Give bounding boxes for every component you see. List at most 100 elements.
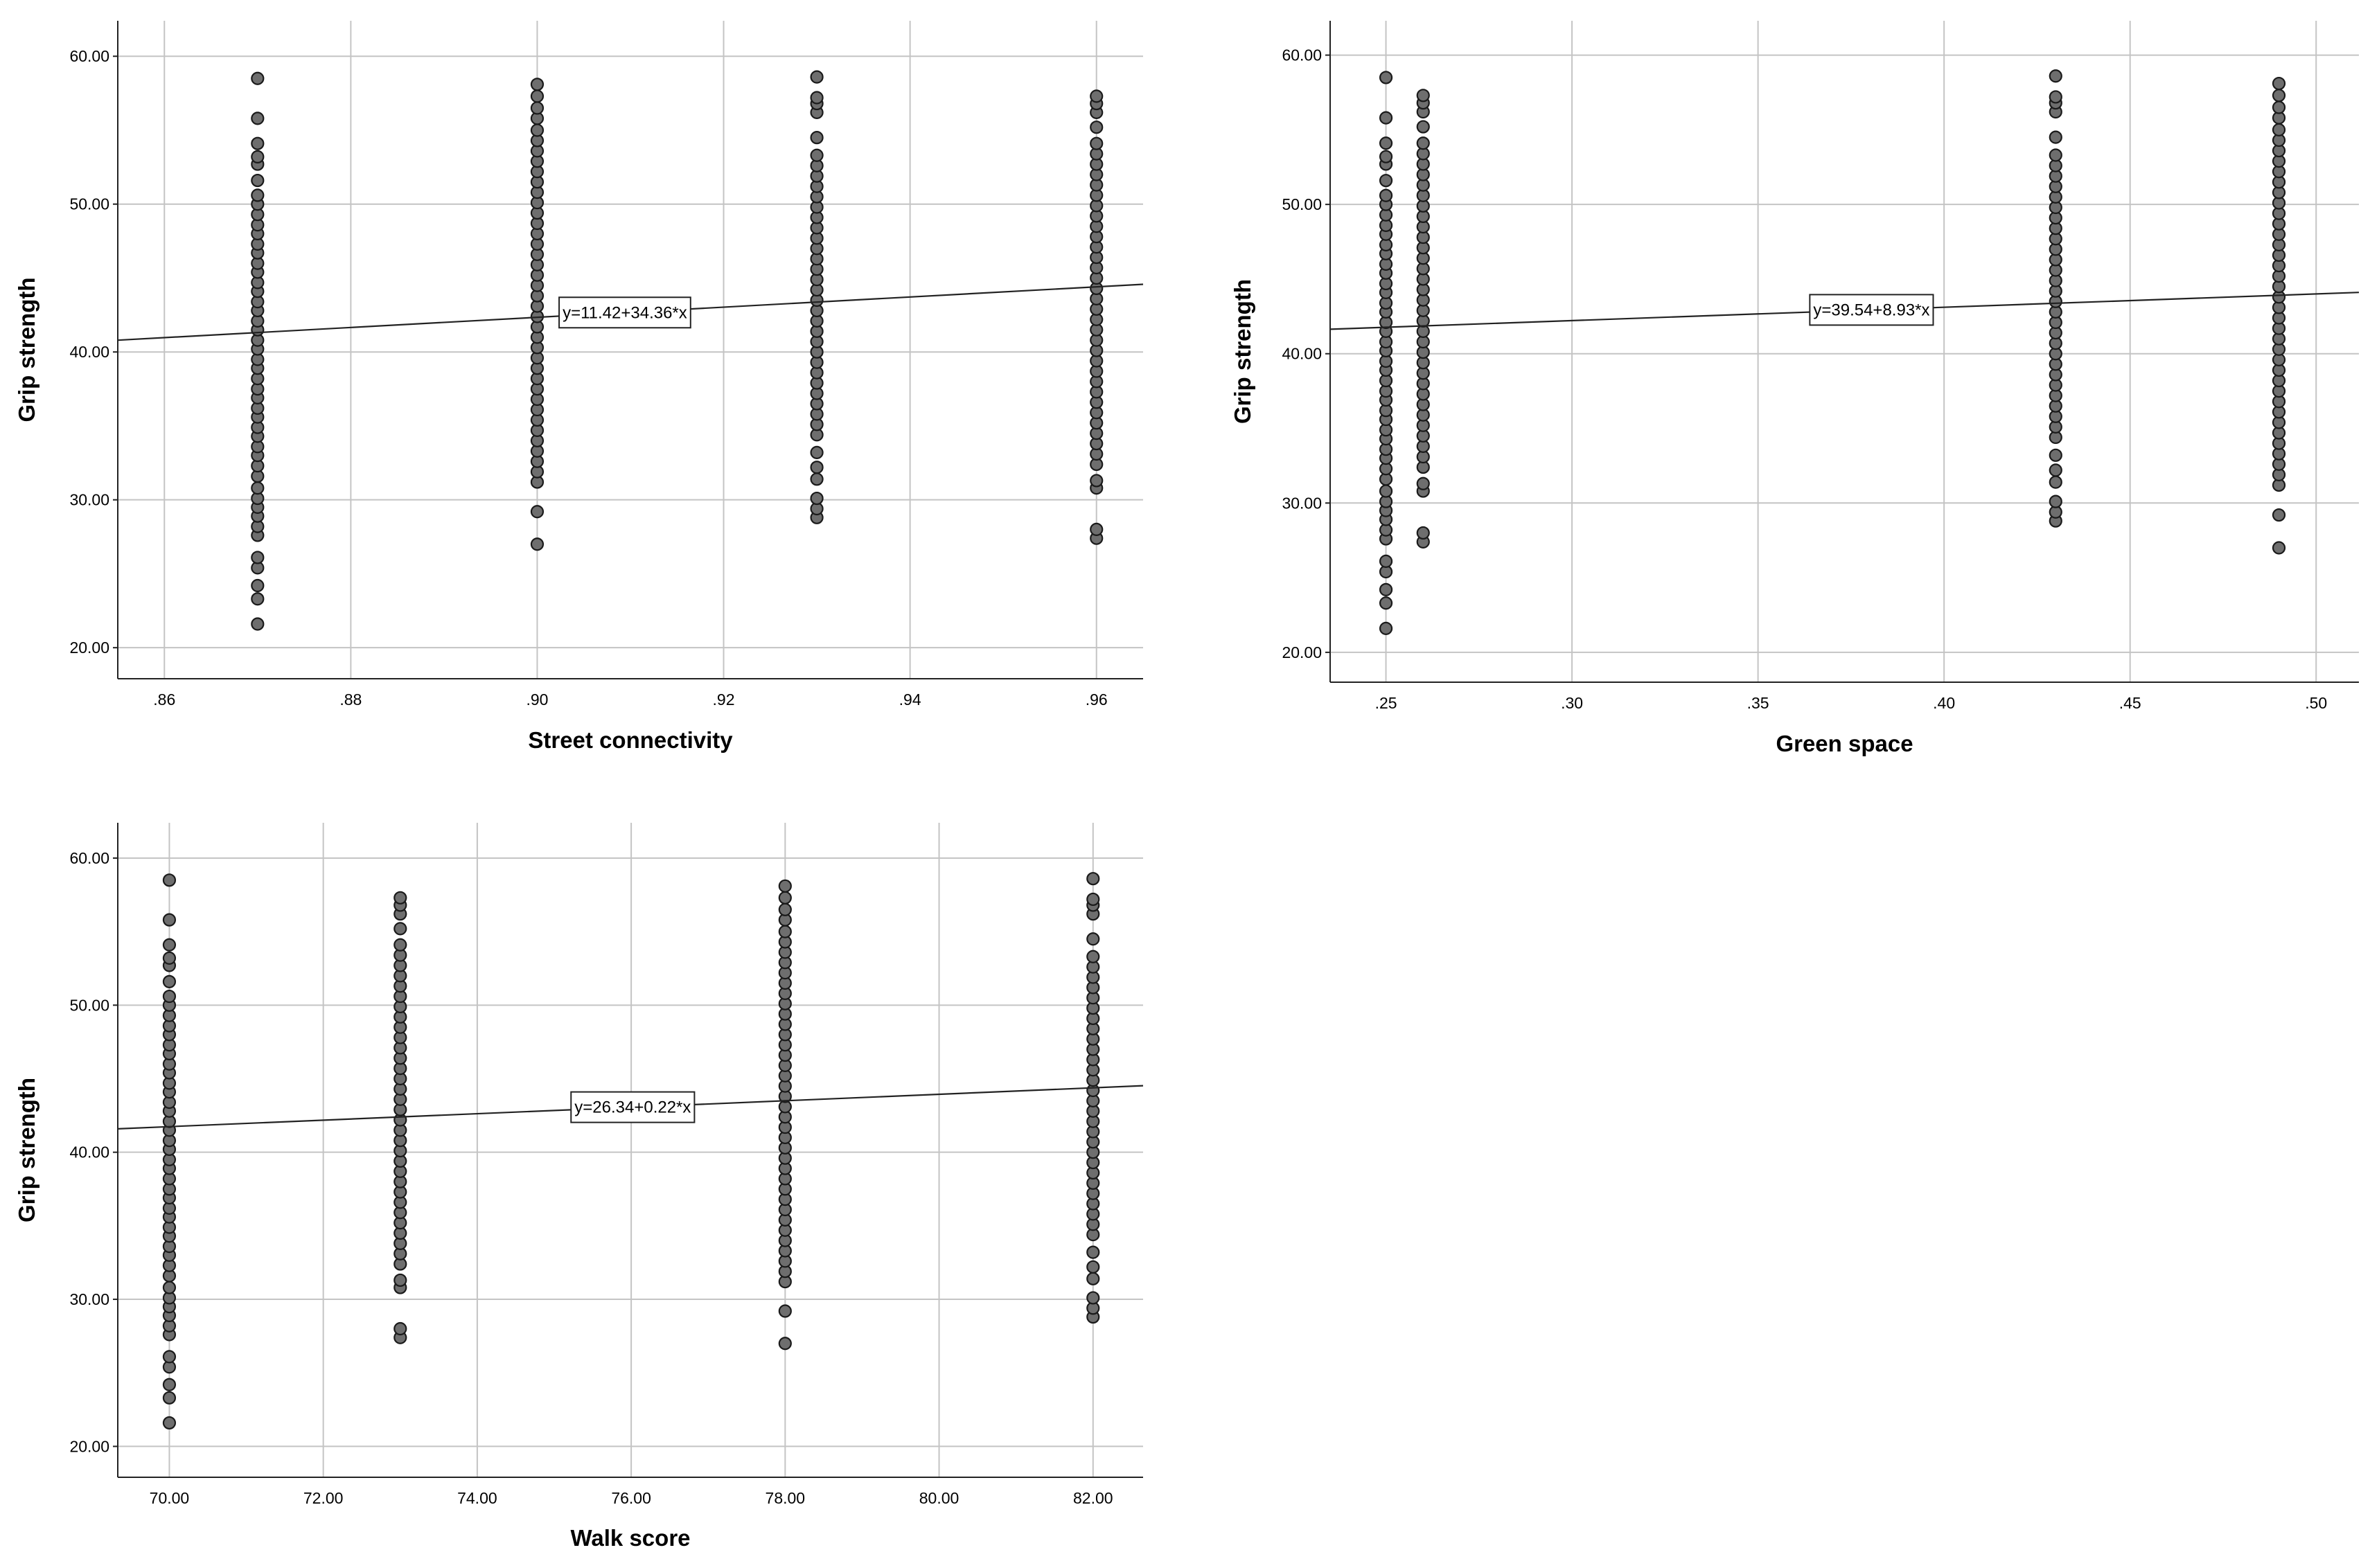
plot-1-data-point xyxy=(1090,89,1104,103)
plot-1-x-tick-label: .92 xyxy=(713,691,735,709)
plot-3-data-point xyxy=(1086,1291,1100,1305)
plot-3-y-tick-label: 60.00 xyxy=(69,849,109,867)
plot-1-y-tick-label: 20.00 xyxy=(69,639,109,657)
plot-3-data-point xyxy=(1086,932,1100,946)
plot-2-data-point xyxy=(2272,123,2286,136)
plot-3-data-point xyxy=(162,938,177,952)
plot-3: 70.00 72.00 74.00 76.00 78.00 80.00 82.00 20.00… xyxy=(14,823,1144,1551)
plot-1-data-point xyxy=(530,101,545,115)
plot-3-data-point xyxy=(162,1391,177,1405)
plot-3-x-axis-title: Walk score xyxy=(570,1525,690,1551)
plot-1-data-point xyxy=(530,537,545,551)
plot-1-data-point xyxy=(530,505,545,519)
plot-3-data-point xyxy=(162,1281,177,1294)
plot-1-data-point xyxy=(251,112,265,125)
plot-1-equation-box xyxy=(558,296,691,329)
plot-1-data-point xyxy=(530,123,545,137)
plot-1-x-tick-label: .94 xyxy=(899,691,921,709)
plot-1-data-point xyxy=(810,70,824,84)
plot-3-x-tick-label: 78.00 xyxy=(766,1489,806,1507)
plot-1-x-tick-label: .86 xyxy=(153,691,175,709)
plot-3-data-point xyxy=(393,1273,407,1288)
plot-3-y-tick-label: 40.00 xyxy=(69,1143,109,1161)
plot-2-data-point xyxy=(1379,554,1393,568)
plot-2-x-tick-label: .45 xyxy=(2119,694,2141,712)
plot-3-equation-text: y=26.34+0.22*x xyxy=(574,1098,691,1117)
plot-1-data-point xyxy=(251,71,265,85)
plot-1-data-point xyxy=(1090,522,1104,536)
plot-3-data-point xyxy=(162,1416,177,1430)
plot-3-data-point xyxy=(1086,950,1100,963)
plot-3-equation-box xyxy=(570,1091,696,1123)
plot-2-data-point xyxy=(1416,120,1430,134)
plot-1-data-point xyxy=(810,91,824,105)
plot-1-x-tick-label: .88 xyxy=(339,691,362,709)
plot-1-data-point xyxy=(251,551,265,564)
plot-2-x-tick-label: .40 xyxy=(1933,694,1955,712)
plot-3-x-tick-label: 74.00 xyxy=(457,1489,497,1507)
plot-2-data-point xyxy=(1379,71,1393,84)
plot-1-data-point xyxy=(251,592,265,606)
plot-1-data-point xyxy=(530,78,545,91)
plot-2-y-tick-label: 50.00 xyxy=(1282,195,1322,213)
plot-2-data-point xyxy=(1379,596,1393,610)
plot-2-y-axis-title: Grip strength xyxy=(1230,279,1255,424)
plot-1-data-point xyxy=(1090,474,1104,488)
plot-2-data-point xyxy=(2272,508,2286,522)
plot-3-data-point xyxy=(1086,1245,1100,1259)
plot-3-y-tick-label: 30.00 xyxy=(69,1290,109,1308)
plot-3-data-point xyxy=(1086,892,1100,907)
plot-3-data-point xyxy=(1086,1272,1100,1285)
plot-2-y-tick-label: 60.00 xyxy=(1282,46,1322,64)
plot-1-data-point xyxy=(251,150,265,164)
plot-2-data-point xyxy=(2049,148,2062,162)
plot-1-data-point xyxy=(530,89,545,103)
plot-1-equation-label: y=11.42+34.36*x xyxy=(558,296,691,329)
plot-1-y-tick-label: 30.00 xyxy=(69,491,109,509)
plot-3-data-point xyxy=(393,891,407,905)
plot-1-data-point xyxy=(810,491,824,506)
plot-2-data-point xyxy=(1416,526,1430,540)
plot-1-data-point xyxy=(251,136,265,150)
plot-3-x-tick-label: 82.00 xyxy=(1073,1489,1113,1507)
plot-2-data-point xyxy=(1379,582,1393,596)
plot-2-data-point xyxy=(1379,188,1393,202)
plot-1-y-tick-label: 40.00 xyxy=(69,343,109,361)
plot-2-data-point xyxy=(1379,136,1393,150)
plot-1-y-axis-title: Grip strength xyxy=(14,277,39,422)
plot-3-y-tick-label: 50.00 xyxy=(69,996,109,1014)
plot-2-equation-label: y=39.54+8.93*x xyxy=(1809,294,1934,326)
plot-2-x-tick-label: .35 xyxy=(1747,694,1769,712)
plot-1-data-point xyxy=(810,461,824,474)
plot-3-data-point xyxy=(778,902,792,916)
plot-1-data-point xyxy=(810,472,824,486)
plot-1-equation-text: y=11.42+34.36*x xyxy=(563,303,687,322)
plot-1-x-axis-title: Street connectivity xyxy=(528,727,733,753)
plot-2-data-point xyxy=(2049,69,2062,83)
plot-1-data-point xyxy=(251,173,265,188)
plot-3-data-point xyxy=(162,989,177,1004)
plot-3-data-point xyxy=(393,1321,407,1336)
plot-2-data-point xyxy=(1379,484,1393,498)
plot-1-data-point xyxy=(1090,121,1104,134)
plot-3-data-point xyxy=(162,1378,177,1391)
plot-2-data-point xyxy=(2049,130,2062,144)
plot-1-data-point xyxy=(251,617,265,631)
plot-2-x-axis-title: Green space xyxy=(1776,731,1913,756)
plot-3-data-point xyxy=(393,922,407,936)
plot-2-data-point xyxy=(2272,89,2286,103)
plot-2-data-point xyxy=(2049,448,2062,462)
plot-2-x-tick-label: .50 xyxy=(2305,694,2327,712)
plot-2-x-tick-label: .25 xyxy=(1375,694,1397,712)
plot-2-data-point xyxy=(2049,475,2062,489)
plot-2-data-point xyxy=(1379,150,1393,163)
plot-1-data-point xyxy=(810,148,824,162)
plot-3-data-point xyxy=(778,1337,792,1351)
plot-2-data-point xyxy=(1379,174,1393,188)
plot-2-x-tick-label: .30 xyxy=(1561,694,1583,712)
plot-2-data-point xyxy=(2049,463,2062,477)
plot-3-data-point xyxy=(778,879,792,893)
plot-3-data-point xyxy=(778,891,792,905)
plot-2-data-point xyxy=(2272,541,2286,555)
